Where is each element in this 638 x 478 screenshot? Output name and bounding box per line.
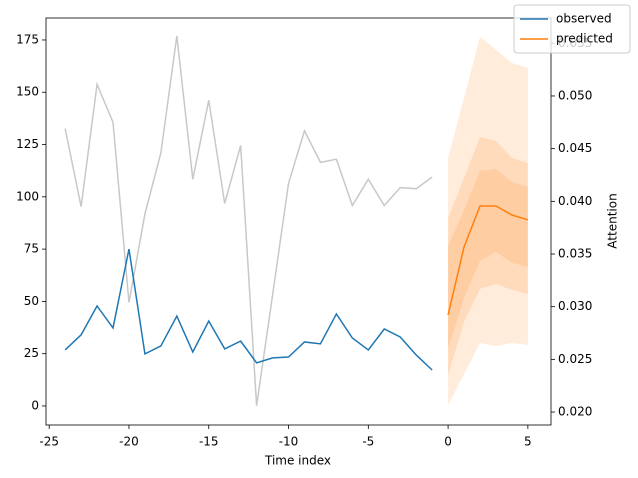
y2-axis-label: Attention [606, 193, 620, 248]
x-tick-label: 0 [444, 435, 452, 449]
y2-tick-label: 0.035 [558, 247, 592, 261]
legend-box [513, 4, 631, 54]
y-tick-label: 0 [31, 398, 39, 412]
y2-tick-label: 0.020 [558, 405, 592, 419]
x-tick-label: -5 [362, 435, 374, 449]
y-tick-label: 100 [16, 189, 39, 203]
x-tick-label: -15 [199, 435, 219, 449]
prediction-band [448, 137, 528, 376]
series-line [447, 205, 529, 316]
legend-label: predicted [556, 32, 613, 46]
y-tick-label: 75 [24, 242, 39, 256]
series-line [64, 248, 433, 371]
y2-tick-label: 0.045 [558, 141, 592, 155]
y-tick-label: 175 [16, 32, 39, 46]
y2-tick-label: 0.025 [558, 352, 592, 366]
legend-label: observed [556, 12, 612, 26]
y-tick-label: 25 [24, 346, 39, 360]
x-tick-label: -25 [39, 435, 59, 449]
x-tick-label: -20 [119, 435, 139, 449]
y2-tick-label: 0.030 [558, 299, 592, 313]
x-axis-label: Time index [264, 454, 331, 468]
prediction-band [448, 169, 528, 349]
prediction-band [448, 36, 528, 405]
plot-frame [45, 17, 552, 426]
x-tick-label: 5 [524, 435, 532, 449]
y-tick-label: 125 [16, 137, 39, 151]
x-tick-label: -10 [279, 435, 299, 449]
y2-tick-label: 0.050 [558, 88, 592, 102]
y-tick-label: 50 [24, 294, 39, 308]
y2-tick-label: 0.040 [558, 194, 592, 208]
y-tick-label: 150 [16, 85, 39, 99]
series-line [64, 35, 433, 406]
